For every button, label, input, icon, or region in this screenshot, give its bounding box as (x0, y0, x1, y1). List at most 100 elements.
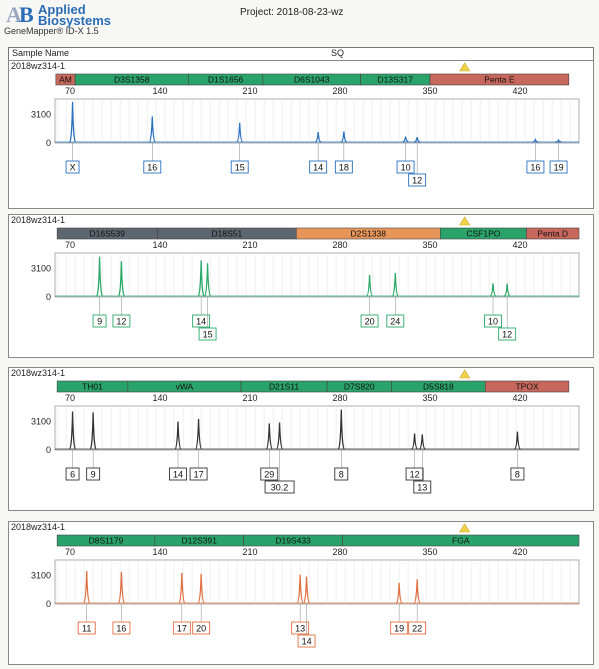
x-tick-label: 70 (65, 393, 75, 403)
allele-label: 24 (390, 317, 400, 327)
y-tick-label: 3100 (31, 571, 51, 581)
allele-label-box (390, 621, 409, 635)
allele-label: 6 (70, 470, 75, 480)
panel-blue: 2018wz314-1 AM D3S1358 D1S1656 D6S1043 D13S3… (8, 60, 594, 209)
allele-label-box (396, 160, 415, 174)
marker-bin (526, 227, 580, 240)
peak (340, 131, 348, 143)
sample-name-label: 2018wz314-1 (11, 61, 66, 71)
peak (503, 283, 511, 297)
peak (178, 572, 186, 604)
x-tick-label: 210 (242, 240, 257, 250)
warning-icon (459, 216, 471, 226)
marker-name: AM (59, 75, 72, 85)
peak (117, 571, 126, 604)
plot-area (54, 98, 580, 144)
peak (275, 422, 284, 450)
marker-name: D12S391 (181, 536, 217, 546)
allele-label-box (526, 160, 545, 174)
peak (555, 138, 562, 143)
electropherogram-green[interactable]: D16S539 D18S51 D2S1338 CSF1PO Penta D70 140 21… (9, 215, 593, 357)
allele-label: 11 (82, 624, 91, 634)
allele-label-box (413, 480, 432, 494)
x-tick-label: 140 (152, 547, 167, 557)
allele-label-box (360, 314, 379, 328)
allele-label: 12 (502, 330, 512, 340)
marker-bin (429, 73, 570, 86)
allele-label-box (65, 467, 80, 481)
allele-label-box (77, 621, 96, 635)
allele-label-box (112, 621, 131, 635)
electropherogram-blue[interactable]: AM D3S1358 D1S1656 D6S1043 D13S317 Penta E 70 1… (9, 61, 593, 208)
x-tick-label: 140 (152, 240, 167, 250)
marker-bin (342, 534, 580, 547)
peak (411, 433, 418, 450)
svg-text:A: A (6, 2, 22, 26)
peak (337, 409, 345, 450)
allele-label-box (510, 467, 525, 481)
allele-label: 16 (147, 163, 157, 173)
column-sq[interactable]: SQ (331, 48, 345, 58)
brand-line-2: Biosystems (38, 13, 111, 28)
allele-label: 10 (488, 317, 498, 327)
allele-label-box (230, 160, 249, 174)
allele-label-box (172, 621, 191, 635)
allele-label: 14 (313, 163, 323, 173)
allele-label: 8 (339, 470, 344, 480)
allele-label-box (192, 314, 211, 328)
column-sample-name[interactable]: Sample Name (12, 48, 70, 58)
x-tick-label: 350 (422, 240, 437, 250)
allele-label-box (112, 314, 131, 328)
product-name: GeneMapper® ID-X 1.5 (4, 26, 99, 36)
marker-name: D21S11 (269, 382, 299, 392)
peak (314, 131, 322, 143)
marker-name: D6S1043 (294, 75, 330, 85)
allele-label-box (297, 634, 316, 648)
marker-name: D5S818 (423, 382, 454, 392)
allele-label: 9 (97, 317, 102, 327)
peak (366, 274, 373, 297)
allele-label: 16 (530, 163, 540, 173)
allele-label-box (498, 327, 517, 341)
y-tick-label: 0 (46, 292, 51, 302)
peak (68, 101, 77, 143)
peak (413, 579, 421, 604)
marker-name: D19S433 (275, 536, 311, 546)
allele-label: 12 (116, 317, 126, 327)
allele-label-box (92, 314, 107, 328)
allele-label: X (70, 163, 76, 173)
peak (391, 273, 399, 297)
peak (203, 263, 212, 297)
sample-name-label: 2018wz314-1 (11, 215, 66, 225)
x-tick-label: 70 (65, 86, 75, 96)
peak (296, 574, 304, 604)
y-tick-label: 0 (46, 599, 51, 609)
allele-label: 12 (412, 176, 422, 186)
allele-label-box (264, 480, 295, 494)
sample-name-label: 2018wz314-1 (11, 522, 66, 532)
peak (532, 137, 539, 143)
x-tick-label: 280 (332, 547, 347, 557)
y-tick-label: 3100 (31, 110, 51, 120)
marker-name: Penta E (484, 75, 515, 85)
peak (302, 576, 311, 604)
x-tick-label: 350 (422, 86, 437, 96)
x-tick-label: 280 (332, 393, 347, 403)
allele-label: 18 (339, 163, 349, 173)
allele-label: 19 (554, 163, 564, 173)
x-tick-label: 350 (422, 547, 437, 557)
allele-label: 29 (264, 470, 274, 480)
peak (414, 136, 421, 143)
plot-area (54, 252, 580, 298)
peak (514, 431, 521, 450)
x-tick-label: 210 (242, 86, 257, 96)
marker-name: TH01 (82, 382, 103, 392)
sample-name-label: 2018wz314-1 (11, 368, 66, 378)
project-title: Project: 2018-08-23-wz (240, 7, 344, 18)
allele-label-box (291, 621, 310, 635)
allele-label-box (405, 467, 424, 481)
peak (265, 423, 273, 450)
x-tick-label: 70 (65, 240, 75, 250)
